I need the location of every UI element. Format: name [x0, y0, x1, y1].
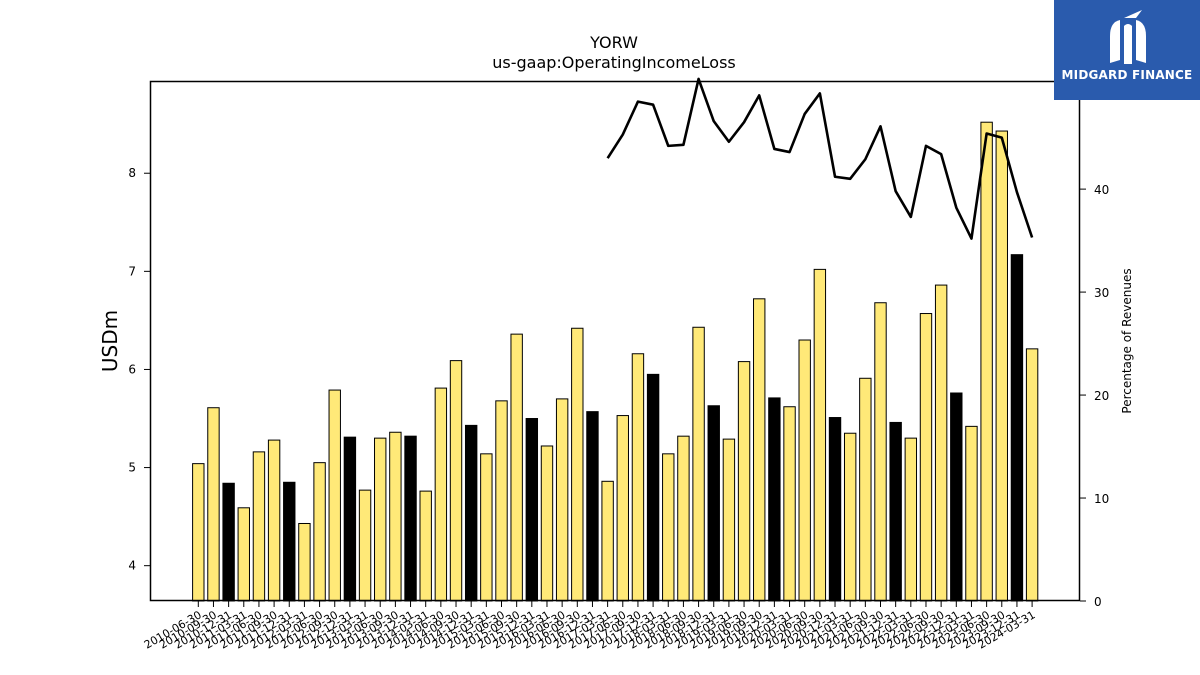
bar-2010-09-30 [207, 407, 220, 602]
bar-2015-12-31 [525, 418, 539, 602]
bar-2012-12-31 [343, 436, 357, 602]
y-tick-label: 7 [128, 264, 136, 278]
y-tick-label: 5 [128, 461, 136, 475]
bar-2016-12-31 [586, 411, 599, 602]
bar-2013-09-30 [389, 431, 402, 602]
bar-2018-09-30 [692, 326, 705, 602]
bar-2017-12-31 [646, 373, 660, 602]
y-axis-label: USDm [98, 310, 122, 372]
bar-2014-09-30 [449, 360, 463, 602]
y-axis-left: 4 5 6 7 8 [128, 166, 150, 573]
bar-2014-06-30 [434, 387, 448, 602]
bar-2012-06-30 [313, 462, 326, 602]
bar-2012-03-31 [298, 522, 311, 602]
logo-mark-icon [1110, 10, 1146, 64]
y-tick-label: 8 [128, 166, 136, 180]
bar-2015-03-31 [480, 453, 493, 602]
bar-2020-12-31 [828, 417, 842, 602]
bar-2021-06-30 [859, 377, 872, 602]
bar-2011-12-31 [283, 481, 296, 602]
series-line [606, 77, 1034, 240]
bar-2016-03-31 [540, 445, 554, 602]
y-axis-right: 01020304050 [1080, 80, 1109, 609]
bar-2023-09-30 [995, 130, 1008, 602]
bar-2020-09-30 [813, 268, 827, 602]
bar-2015-06-30 [495, 400, 508, 602]
bar-2021-03-31 [843, 432, 857, 602]
bar-2019-12-31 [768, 397, 781, 602]
bar-2019-03-31 [722, 438, 736, 602]
bar-2018-12-31 [707, 405, 720, 602]
y2-axis-label: Percentage of Revenues [1120, 268, 1134, 413]
chart-title: YORW [589, 33, 638, 52]
bar-2010-12-31 [222, 482, 235, 602]
y2-tick-label: 10 [1094, 492, 1109, 506]
bar-2017-09-30 [631, 353, 645, 602]
bar-2021-12-31 [889, 421, 902, 602]
bar-2021-09-30 [874, 302, 887, 602]
y-tick-label: 6 [128, 362, 136, 376]
bar-2017-06-30 [616, 415, 629, 602]
bar-2020-06-30 [798, 339, 811, 602]
bar-2015-09-30 [510, 333, 523, 602]
brand-logo: MIDGARD FINANCE [1054, 0, 1200, 100]
bar-2019-09-30 [753, 298, 766, 602]
bar-2017-03-31 [601, 480, 614, 602]
bar-2024-03-31 [1025, 348, 1039, 602]
bar-2011-06-30 [252, 451, 266, 602]
plot-frame [149, 80, 1081, 602]
bar-2012-09-30 [328, 389, 341, 602]
bar-2013-03-31 [358, 489, 372, 602]
bar-2023-06-30 [980, 121, 993, 602]
bar-2022-06-30 [919, 313, 933, 602]
bar-2019-06-30 [737, 361, 751, 602]
bar-2013-06-30 [374, 437, 387, 602]
x-axis: 2010-06-302010-09-302010-12-312011-03-31… [142, 601, 1038, 652]
bar-2013-12-31 [404, 435, 417, 602]
bar-2014-03-31 [419, 490, 432, 602]
y2-tick-label: 0 [1094, 595, 1102, 609]
bar-2022-03-31 [904, 437, 918, 602]
bar-2010-06-30 [192, 463, 205, 602]
bar-2022-12-31 [950, 392, 963, 602]
y2-tick-label: 40 [1094, 183, 1109, 197]
chart-subtitle: us-gaap:OperatingIncomeLoss [492, 53, 736, 72]
bar-2014-12-31 [464, 424, 478, 602]
bars-group [192, 121, 1039, 602]
y-tick-label: 4 [128, 559, 136, 573]
bar-2023-03-31 [965, 425, 978, 602]
bar-2022-09-30 [934, 284, 948, 602]
bar-2020-03-31 [783, 406, 796, 602]
bar-2023-12-31 [1010, 254, 1024, 602]
bar-2011-09-30 [267, 439, 281, 602]
y2-tick-label: 20 [1094, 389, 1109, 403]
bar-2016-09-30 [571, 327, 584, 602]
line-group [606, 77, 1034, 240]
y2-tick-label: 30 [1094, 286, 1109, 300]
logo-text: MIDGARD FINANCE [1061, 68, 1193, 82]
bar-2018-03-31 [662, 453, 675, 602]
bar-2016-06-30 [555, 398, 569, 602]
bar-2018-06-30 [677, 435, 690, 602]
bar-2011-03-31 [237, 507, 250, 602]
